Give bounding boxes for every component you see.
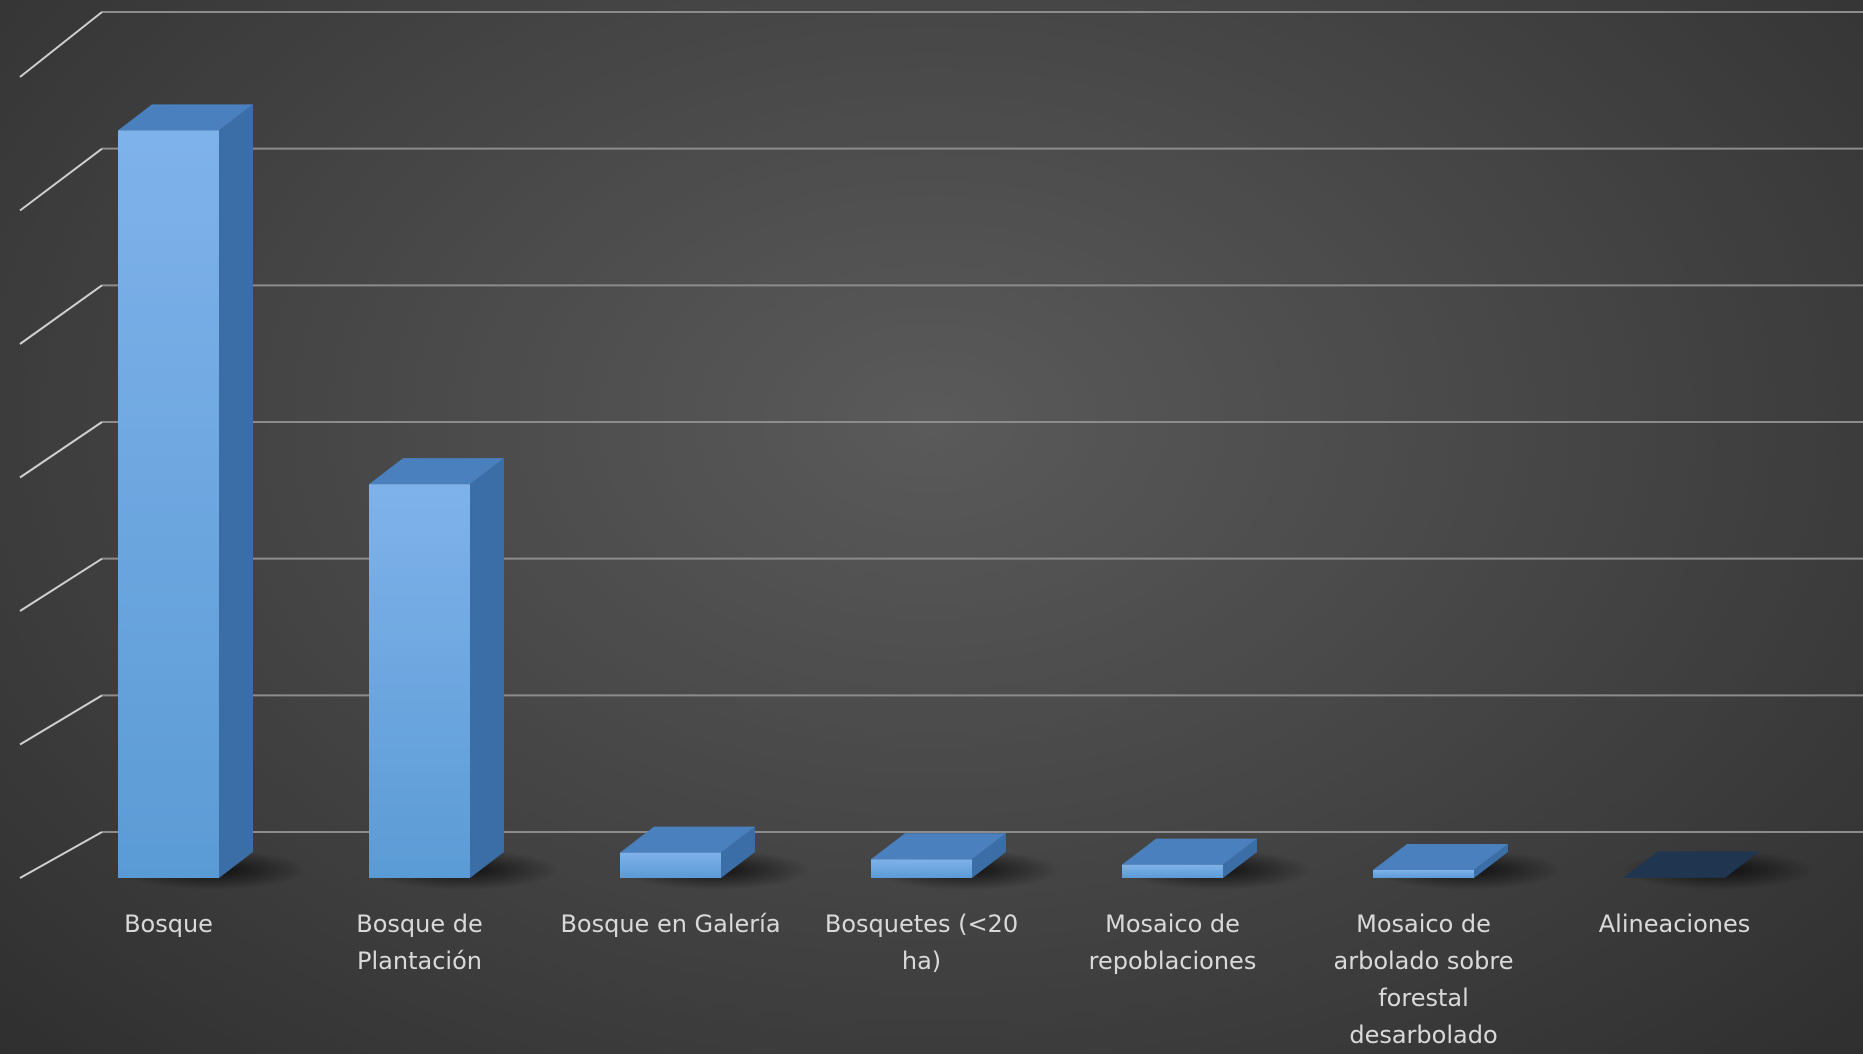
gridline-depth (19, 421, 103, 479)
x-tick-label-line: Bosque de (356, 910, 483, 938)
bar-front (118, 130, 219, 878)
gridlines (19, 11, 1863, 879)
x-tick-label-line: ha) (902, 947, 941, 975)
x-tick-label-line: forestal (1378, 984, 1469, 1012)
bar (1623, 850, 1814, 890)
x-tick-label-line: arbolado sobre (1334, 947, 1514, 975)
bar-side (721, 826, 755, 878)
x-tick-label: Bosquetes (<20 ha) (825, 910, 1018, 975)
x-tick-label: Bosque de Plantación (356, 910, 483, 975)
bar (619, 826, 810, 890)
bar-front (1624, 877, 1725, 878)
x-tick-label-line: Mosaico de (1356, 910, 1491, 938)
bar (368, 458, 559, 890)
bar (1121, 838, 1312, 890)
x-tick-label-line: Bosque en Galería (560, 910, 780, 938)
gridline-depth (19, 831, 103, 879)
bar-front (1122, 864, 1223, 878)
bar-side (972, 833, 1006, 878)
gridline-depth (19, 694, 103, 746)
bar-top (620, 826, 755, 853)
gridline-depth (19, 557, 103, 612)
x-tick-label-line: desarbolado (1349, 1021, 1497, 1049)
bar-top (1624, 851, 1759, 878)
bar (117, 104, 308, 890)
gridline-depth (19, 11, 103, 78)
x-tick-label: Bosque (124, 910, 213, 938)
bar-side (1725, 851, 1759, 878)
bar-top (118, 104, 253, 131)
bar (870, 833, 1061, 890)
bar-top (1122, 838, 1257, 865)
x-tick-label: Alineaciones (1599, 910, 1750, 938)
bar-side (470, 458, 504, 878)
gridline-depth (19, 284, 103, 345)
bar-front (871, 859, 972, 878)
bar-side (1223, 838, 1257, 878)
x-tick-label-line: Mosaico de (1105, 910, 1240, 938)
bar-side (1474, 843, 1508, 878)
bar-side (219, 104, 253, 878)
category-labels: Bosque Bosque de Plantación Bosque en Galer… (124, 910, 1750, 1049)
x-tick-label-line: Bosquetes (<20 (825, 910, 1018, 938)
x-tick-label-line: Alineaciones (1599, 910, 1750, 938)
bar-top (369, 458, 504, 485)
bar-front (1373, 869, 1474, 878)
x-tick-label-line: repoblaciones (1089, 947, 1257, 975)
x-tick-label: Bosque en Galería (560, 910, 780, 938)
bar (1372, 843, 1563, 890)
gridline-depth (19, 147, 103, 212)
bar-front (620, 852, 721, 878)
x-tick-label-line: Bosque (124, 910, 213, 938)
x-tick-label: Mosaico de arbolado sobre forestal desarbol… (1334, 910, 1514, 1049)
bar-top (1373, 843, 1508, 870)
bars (117, 104, 1814, 890)
bar-front (369, 484, 470, 878)
x-tick-label-line: Plantación (357, 947, 482, 975)
bar-top (871, 833, 1006, 860)
x-tick-label: Mosaico de repoblaciones (1089, 910, 1257, 975)
